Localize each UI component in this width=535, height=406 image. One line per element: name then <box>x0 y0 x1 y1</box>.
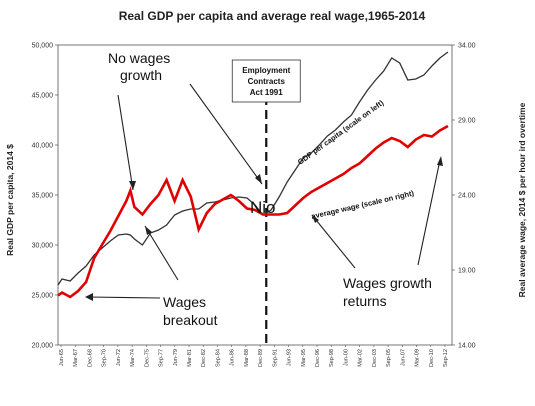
note-breakout-line-1: Wages <box>163 294 206 310</box>
x-tick-label: Sep-84 <box>215 349 221 367</box>
y-left-tick-label: 45,000 <box>32 93 54 100</box>
x-tick-label: Jun-65 <box>59 349 65 366</box>
x-tick-label: Mar-81 <box>187 349 193 367</box>
y-right-tick-label: 34.00 <box>458 43 476 50</box>
x-tick-label: Sep-70 <box>102 349 108 367</box>
annotation-arrows <box>85 83 443 301</box>
x-tick-label: Sep-05 <box>386 349 392 367</box>
note-no-wages-line-2: growth <box>120 67 162 83</box>
x-tick-label: Mar-02 <box>358 349 364 367</box>
arrowhead-growth-returns-left <box>312 215 319 223</box>
y-left-ticks: 20,000 25,000 30,000 35,000 40,000 45,000 50,0… <box>32 43 58 350</box>
note-no-wages-line-1: No wages <box>108 50 170 66</box>
x-tick-label: Dec-89 <box>258 349 264 367</box>
x-tick-label: Mar-74 <box>130 349 136 367</box>
arrow-growth-returns-left <box>311 214 356 269</box>
y-right-tick-label: 24.00 <box>458 193 476 200</box>
x-tick-label: Mar-09 <box>415 349 421 367</box>
y-right-axis-label: Real average wage, 2014 $ per hour ird o… <box>517 102 527 297</box>
x-tick-label: Sep-12 <box>443 349 449 367</box>
y-left-tick-label: 50,000 <box>32 43 54 50</box>
x-tick-label: Sep-77 <box>159 349 165 367</box>
y-right-tick-label: 19.00 <box>458 268 476 275</box>
x-tick-label: Jun-86 <box>230 349 236 366</box>
x-tick-label: Mar-67 <box>73 349 79 367</box>
y-left-tick-label: 30,000 <box>32 243 54 250</box>
arrowhead-breakout-lower <box>85 293 93 301</box>
x-tick-label: Dec-82 <box>201 349 207 367</box>
wage-series-label: average wage (scale on right) <box>310 188 415 221</box>
x-tick-label: Sep-98 <box>329 349 335 367</box>
x-tick-label: Dec-10 <box>429 349 435 367</box>
arrow-breakout-upper <box>144 225 179 281</box>
note-breakout-line-2: breakout <box>163 312 218 328</box>
arrowhead-growth-returns-right <box>437 156 443 166</box>
x-tick-label: Dec-68 <box>87 349 93 367</box>
x-tick-label: Dec-03 <box>372 349 378 367</box>
act-box-line-3: Act 1991 <box>250 88 283 97</box>
y-left-tick-label: 25,000 <box>32 293 54 300</box>
note-nio: Nio <box>250 198 276 217</box>
y-right-tick-label: 14.00 <box>458 343 476 350</box>
arrowhead-breakout-upper <box>145 226 152 235</box>
x-tick-label: Dec-96 <box>315 349 321 367</box>
note-growth-returns-line-1: Wages growth <box>343 275 432 291</box>
x-tick-label: Dec-75 <box>144 349 150 367</box>
gdp-series-line <box>57 51 449 286</box>
chart-title: Real GDP per capita and average real wag… <box>119 9 426 23</box>
x-tick-label: Sep-91 <box>272 349 278 367</box>
x-tick-label: Mar-95 <box>301 349 307 367</box>
y-left-tick-label: 35,000 <box>32 193 54 200</box>
arrow-to-nio <box>189 83 263 185</box>
arrow-breakout-lower <box>87 296 161 299</box>
arrowhead-no-wages-growth <box>129 181 136 190</box>
arrow-no-wages-growth <box>117 94 134 191</box>
x-tick-label: Jun-79 <box>173 349 179 366</box>
arrow-growth-returns-right <box>417 159 441 266</box>
act-box-line-1: Employment <box>242 66 290 75</box>
note-growth-returns-line-2: returns <box>343 293 387 309</box>
x-tick-label: Jun-93 <box>287 349 293 366</box>
y-left-tick-label: 40,000 <box>32 143 54 150</box>
wage-series-line <box>57 124 449 299</box>
act-box <box>231 59 301 103</box>
x-tick-label: Jun-72 <box>116 349 122 366</box>
x-tick-label: Jun-00 <box>343 349 349 366</box>
x-tick-label: Mar-88 <box>244 349 250 367</box>
y-right-ticks: 14.00 19.00 24.00 29.00 34.00 <box>452 43 476 350</box>
x-tick-label: Jun-07 <box>400 349 406 366</box>
act-box-line-2: Contracts <box>248 77 286 86</box>
y-left-axis-label: Real GDP per capita, 2014 $ <box>5 144 15 256</box>
arrowhead-to-nio <box>255 174 262 184</box>
y-right-tick-label: 29.00 <box>458 118 476 125</box>
y-left-tick-label: 20,000 <box>32 343 54 350</box>
gdp-series-label: GDP per capita (scale on left) <box>296 98 386 167</box>
x-ticks: Jun-65 Mar-67 Dec-68 Sep-70 Jun-72 Mar-74 Dec-… <box>59 345 449 367</box>
